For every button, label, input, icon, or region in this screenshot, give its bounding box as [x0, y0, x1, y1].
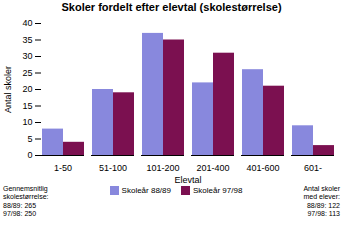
svg-text:20: 20 [22, 84, 32, 94]
svg-text:10: 10 [22, 117, 32, 127]
svg-text:601-: 601- [304, 163, 322, 173]
svg-text:30: 30 [22, 51, 32, 61]
svg-text:Elevtal: Elevtal [174, 175, 201, 185]
svg-text:Antal skoler: Antal skoler [3, 66, 13, 113]
svg-text:15: 15 [22, 101, 32, 111]
svg-text:1-50: 1-50 [54, 163, 72, 173]
svg-text:5: 5 [27, 134, 32, 144]
html-text:Skoleår 88/89: Skoleår 88/89 [121, 186, 171, 195]
svg-text:0: 0 [27, 150, 32, 160]
svg-text:51-100: 51-100 [99, 163, 127, 173]
svg-text:25: 25 [22, 68, 32, 78]
svg-text:101-200: 101-200 [146, 163, 179, 173]
svg-text:35: 35 [22, 35, 32, 45]
html-text:Antal skoler med elever: 88/89: Antal skoler med elever: 88/89: 122 97/9… [303, 185, 340, 218]
svg-text:201-400: 201-400 [196, 163, 229, 173]
html-text:Skoleår 97/98: Skoleår 97/98 [193, 186, 243, 195]
html-text:Skoler fordelt efter elevtal (: Skoler fordelt efter elevtal (skolestørr… [61, 1, 282, 13]
svg-text:40: 40 [22, 18, 32, 28]
html-text:Gennemsnitlig skolestørrelse:: Gennemsnitlig skolestørrelse: 88/89: 265… [3, 185, 49, 218]
svg-text:401-600: 401-600 [246, 163, 279, 173]
